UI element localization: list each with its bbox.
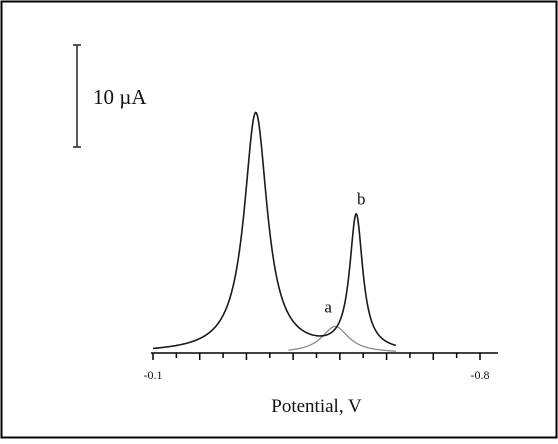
x-axis: -0.1 -0.8 Potential, V (144, 352, 498, 417)
series-curves (152, 111, 397, 352)
peak-label-a: a (324, 297, 332, 316)
x-tick-label: -0.1 (144, 368, 163, 382)
x-axis-ticks (152, 353, 481, 360)
series-b-curve (152, 111, 397, 350)
x-axis-tick-labels: -0.1 -0.8 (144, 368, 490, 382)
current-scale-bar: 10 µA (73, 44, 147, 148)
x-axis-title: Potential, V (271, 396, 362, 417)
series-a-curve (288, 325, 396, 352)
x-tick-label: -0.8 (471, 368, 490, 382)
peak-annotations: ab (324, 189, 365, 316)
peak-label-b: b (357, 189, 366, 208)
scale-bar-label: 10 µA (93, 85, 147, 109)
